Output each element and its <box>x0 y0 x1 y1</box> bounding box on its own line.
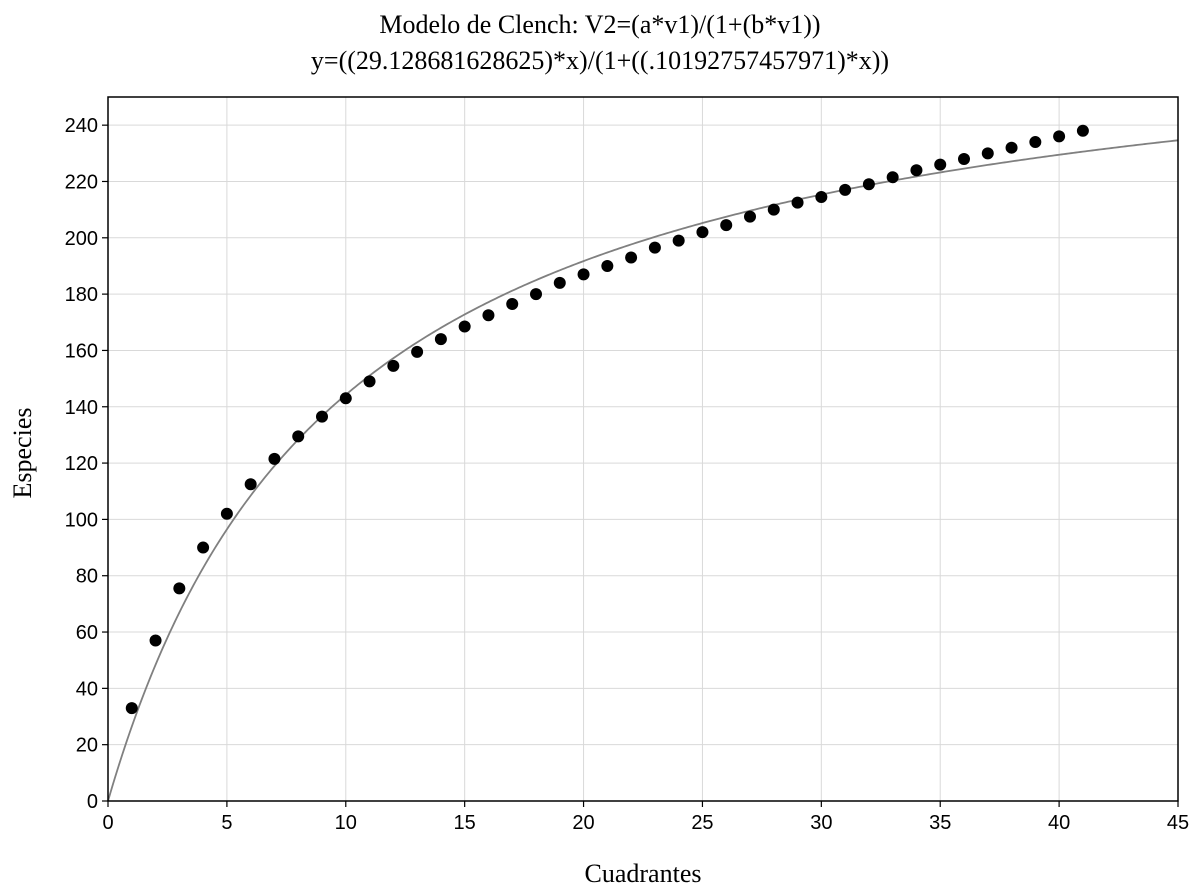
data-point <box>1076 124 1089 137</box>
x-axis-label: Cuadrantes <box>585 859 702 886</box>
data-point <box>672 234 685 247</box>
fit-curve <box>107 139 1179 802</box>
x-tick-label: 45 <box>1167 812 1189 834</box>
data-point <box>244 478 257 491</box>
data-point <box>339 392 352 405</box>
data-point <box>458 320 471 333</box>
data-point <box>173 582 186 595</box>
data-point <box>1005 141 1018 154</box>
data-point <box>910 164 923 177</box>
y-tick-label: 140 <box>65 397 98 419</box>
y-tick-label: 180 <box>65 284 98 306</box>
data-point <box>363 375 376 388</box>
data-points <box>125 124 1089 715</box>
data-point <box>744 210 756 223</box>
x-tick-label: 20 <box>572 812 594 834</box>
y-tick-label: 120 <box>65 453 98 475</box>
y-tick-label: 0 <box>87 791 98 813</box>
y-tick-label: 200 <box>65 228 98 250</box>
grid-lines <box>107 97 1179 802</box>
x-tick-label: 40 <box>1048 812 1070 834</box>
data-point <box>434 333 447 346</box>
data-point <box>862 178 875 191</box>
y-axis-ticks: 0 20 40 60 80 100 120 140 160 180 200 220 240 <box>65 115 108 813</box>
data-point <box>197 541 210 554</box>
data-point <box>648 241 661 254</box>
x-tick-label: 5 <box>221 812 232 834</box>
data-point <box>125 702 138 715</box>
data-point <box>934 158 947 171</box>
x-tick-label: 25 <box>691 812 713 834</box>
y-tick-label: 160 <box>65 340 98 362</box>
data-point <box>220 507 233 520</box>
data-point <box>981 147 994 160</box>
data-point <box>577 268 590 281</box>
y-tick-label: 60 <box>76 622 98 644</box>
data-point <box>387 359 400 372</box>
data-point <box>886 171 899 184</box>
x-tick-label: 15 <box>454 812 476 834</box>
y-tick-label: 100 <box>65 509 98 531</box>
x-tick-label: 30 <box>810 812 832 834</box>
data-point <box>506 297 519 310</box>
data-point <box>292 430 305 443</box>
data-point <box>268 452 281 465</box>
x-tick-label: 35 <box>929 812 951 834</box>
data-point <box>316 410 328 423</box>
plot-frame <box>107 96 1179 802</box>
data-point <box>958 152 970 165</box>
data-point <box>815 190 828 203</box>
data-point <box>839 183 852 196</box>
data-point <box>720 219 733 232</box>
y-tick-label: 40 <box>76 678 98 700</box>
data-point <box>411 345 424 358</box>
data-point <box>1029 136 1042 149</box>
x-tick-label: 10 <box>335 812 357 834</box>
y-tick-label: 80 <box>76 566 98 588</box>
y-tick-label: 220 <box>65 171 98 193</box>
data-point <box>696 226 709 239</box>
x-tick-label: 0 <box>102 812 113 834</box>
data-point <box>530 288 542 301</box>
y-tick-label: 20 <box>76 735 98 757</box>
data-point <box>601 259 614 272</box>
data-point <box>553 276 566 289</box>
data-point <box>791 196 804 209</box>
chart-title: Modelo de Clench: V2=(a*v1)/(1+(b*v1)) <box>379 10 820 39</box>
data-point <box>149 634 162 647</box>
data-point <box>482 309 495 322</box>
x-axis-ticks: 0 5 10 15 20 25 30 35 40 45 <box>102 801 1189 834</box>
chart-subtitle: y=((29.128681628625)*x)/(1+((.1019275745… <box>311 46 889 75</box>
data-point <box>1053 130 1066 143</box>
y-tick-label: 240 <box>65 115 98 137</box>
data-point <box>767 203 780 216</box>
data-point <box>625 251 638 264</box>
y-axis-label: Especies <box>8 408 37 499</box>
fit-curve-layer <box>107 139 1179 802</box>
